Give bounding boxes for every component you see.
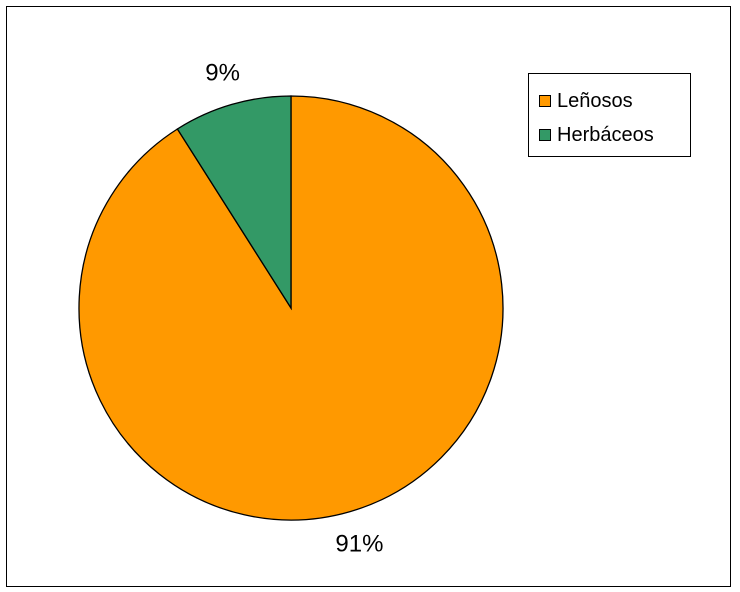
pie-slice-herbaceos	[176, 95, 292, 311]
legend-swatch-herbaceos	[539, 129, 551, 141]
legend-item-herbaceos: Herbáceos	[539, 122, 654, 148]
legend-item-lenosos: Leñosos	[539, 88, 633, 114]
legend-label-lenosos: Leñosos	[557, 89, 633, 112]
legend-swatch-lenosos	[539, 95, 551, 107]
legend-label-herbaceos: Herbáceos	[557, 123, 654, 146]
pie-label-lenosos: 91%	[335, 530, 383, 557]
pie-label-herbaceos: 9%	[205, 60, 240, 87]
legend: Leñosos Herbáceos	[528, 73, 691, 157]
